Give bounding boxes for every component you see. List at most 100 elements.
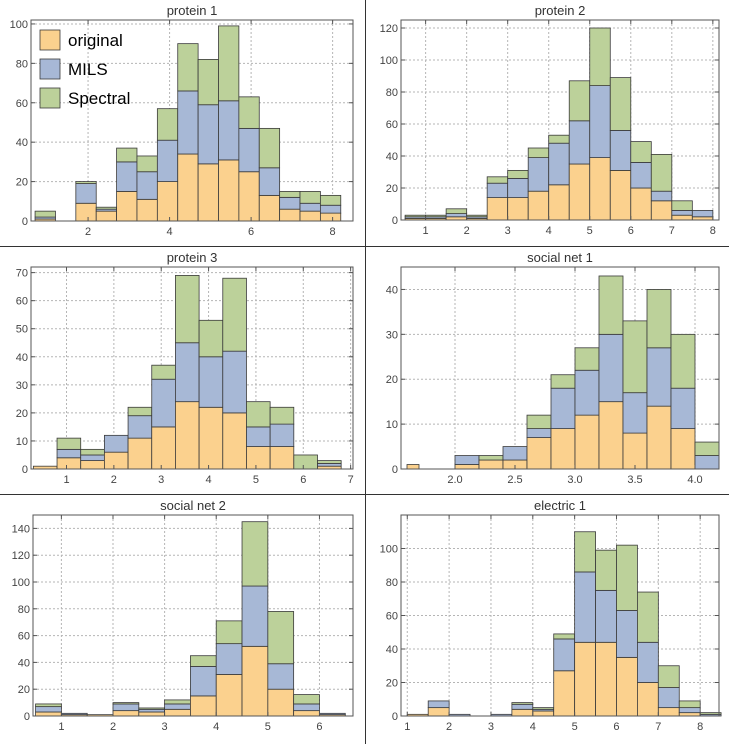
plot-frame [30, 266, 354, 470]
bar-spectral [425, 214, 447, 218]
y-tick-label: 100 [380, 55, 398, 67]
bar-original [269, 446, 295, 470]
bar-spectral [699, 712, 722, 715]
bar-mils [116, 161, 138, 192]
gridlines [33, 515, 353, 716]
x-tick-label: 8 [710, 225, 716, 237]
bar-original [526, 437, 552, 470]
bar-mils [80, 454, 105, 461]
bar-original [198, 406, 224, 470]
bar-spectral [177, 43, 199, 92]
bar-mils [317, 462, 342, 467]
bar-mils [35, 706, 62, 713]
bar-mils [678, 707, 701, 714]
bars [404, 27, 714, 221]
x-tick-label: 3.0 [567, 474, 582, 486]
bar-spectral [478, 455, 504, 461]
bar-mils [694, 455, 720, 470]
x-tick-label: 4 [213, 721, 219, 733]
bar-mils [269, 423, 295, 447]
bar-spectral [445, 208, 468, 215]
y-tick-label: 20 [16, 408, 28, 420]
x-tick-label: 7 [655, 721, 661, 733]
bar-original [553, 670, 576, 717]
legend-swatch-original [39, 29, 61, 51]
bar-mils [657, 687, 680, 709]
bar-mils [293, 703, 320, 712]
bar-mils [138, 708, 166, 713]
bar-original [670, 428, 696, 470]
y-tick-label: 40 [386, 284, 398, 296]
bar-original [609, 169, 632, 221]
bar-original [35, 711, 62, 717]
x-tick-label: 8 [330, 226, 336, 238]
y-tick-label: 0 [392, 464, 398, 476]
bar-spectral [112, 702, 140, 705]
y-tick-label: 10 [386, 419, 398, 431]
bar-mils [319, 712, 346, 716]
bar-mils [75, 183, 97, 204]
bar-mils [56, 448, 82, 459]
y-tick-label: 40 [18, 657, 30, 669]
bar-original [197, 163, 219, 222]
bar-mils [136, 171, 158, 200]
bar-original [56, 457, 82, 470]
bar-mils [650, 190, 673, 202]
chart-social-net-2: social net 2 1 2 3 4 5 6 0 20 40 60 80 100 120 140 [0, 495, 365, 744]
bar-original [246, 446, 271, 470]
bar-spectral [190, 655, 217, 667]
bar-spectral [317, 460, 342, 464]
bar-mils [445, 213, 468, 218]
bar-spectral [595, 549, 617, 591]
bar-mils [177, 90, 199, 155]
bar-original [511, 708, 534, 717]
bar-original [630, 187, 652, 221]
x-tick-label: 2 [446, 721, 452, 733]
legend-label-original: original [68, 31, 123, 50]
bar-mils [507, 177, 529, 198]
bars [34, 25, 342, 222]
bar-original [486, 197, 509, 221]
y-tick-label: 60 [18, 631, 30, 643]
y-tick-label: 60 [386, 611, 398, 623]
y-tick-label: 120 [380, 23, 398, 35]
bar-original [116, 191, 138, 222]
bar-original [568, 163, 591, 221]
bar-spectral [650, 153, 673, 192]
bar-original [616, 656, 638, 717]
bar-spectral [511, 702, 534, 705]
plot-frame [32, 514, 354, 717]
chart-svg-3: social net 1 2.0 2.5 3.0 3.5 4.0 0 10 20 30 40 [386, 250, 720, 486]
x-tick-label: 6 [628, 225, 634, 237]
x-tick-label: 5 [572, 721, 578, 733]
y-tick-label: 30 [386, 329, 398, 341]
bar-mils [175, 342, 200, 403]
bar-original [478, 459, 504, 470]
bar-mils [241, 585, 269, 647]
y-tick-label: 20 [386, 183, 398, 195]
bar-mils [299, 202, 321, 212]
bar-spectral [156, 108, 179, 141]
bar-original [527, 190, 550, 221]
bar-original [267, 688, 295, 717]
x-tick-label: 8 [697, 721, 703, 733]
bar-mils [454, 455, 480, 465]
bar-original [103, 451, 129, 470]
chart-title: protein 3 [167, 250, 218, 265]
bar-mils [609, 129, 632, 171]
x-tick-label: 4 [546, 225, 552, 237]
bar-mils [267, 663, 295, 690]
x-tick-label: 6 [300, 474, 306, 486]
x-tick-label: 5 [587, 225, 593, 237]
bar-original [671, 214, 693, 221]
chart-title: social net 1 [527, 250, 593, 265]
bar-mils [60, 712, 88, 716]
bar-original [112, 710, 140, 717]
bar-spectral [215, 620, 243, 645]
bar-spectral [553, 633, 576, 640]
bar-original [595, 641, 617, 717]
